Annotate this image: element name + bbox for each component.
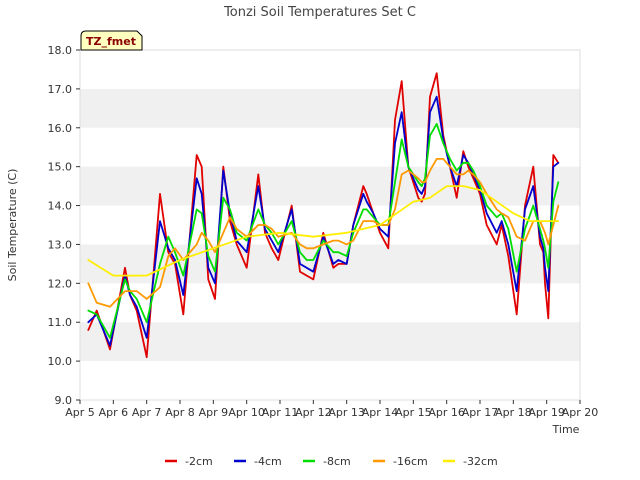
- y-axis-label: Soil Temperature (C): [6, 169, 19, 282]
- x-tick-label: Apr 13: [328, 406, 365, 419]
- legend-label: -2cm: [185, 455, 213, 468]
- x-tick-label: Apr 17: [462, 406, 499, 419]
- x-tick-label: Apr 12: [295, 406, 332, 419]
- legend-label: -16cm: [393, 455, 428, 468]
- legend: -2cm -4cm -8cm -16cm -32cm: [165, 455, 498, 468]
- x-axis-label: Time: [552, 423, 580, 436]
- station-tag: TZ_fmet: [80, 30, 143, 51]
- grid-band: [80, 166, 580, 206]
- y-tick-label: 10.0: [48, 355, 73, 368]
- station-tag-label: TZ_fmet: [86, 35, 136, 48]
- grid-band: [80, 322, 580, 362]
- y-tick-label: 13.0: [48, 238, 73, 251]
- legend-label: -8cm: [323, 455, 351, 468]
- x-tick-label: Apr 16: [428, 406, 465, 419]
- x-tick-label: Apr 10: [228, 406, 265, 419]
- y-tick-label: 14.0: [48, 200, 73, 213]
- x-tick-label: Apr 8: [165, 406, 195, 419]
- y-tick-label: 18.0: [48, 44, 73, 57]
- plot-area: [79, 49, 581, 401]
- series-line-2cmcm: [87, 72, 560, 359]
- station-tag-box: [80, 30, 143, 51]
- series-lines: [87, 72, 560, 359]
- x-tick-label: Apr 15: [395, 406, 432, 419]
- series-line-32cmcm: [87, 185, 560, 277]
- x-tick-label: Apr 6: [99, 406, 129, 419]
- y-axis: 9.0 10.0 11.0 12.0 13.0 14.0 15.0 16.0 17.0 18.0: [48, 44, 80, 407]
- y-tick-label: 9.0: [55, 394, 73, 407]
- x-tick-label: Apr 18: [495, 406, 532, 419]
- y-tick-label: 15.0: [48, 161, 73, 174]
- chart-title: Tonzi Soil Temperatures Set C: [223, 5, 416, 20]
- x-tick-label: Apr 7: [132, 406, 162, 419]
- x-tick-label: Apr 5: [65, 406, 95, 419]
- series-line-16cmcm: [87, 157, 560, 308]
- grid-band: [80, 88, 580, 128]
- y-tick-label: 12.0: [48, 277, 73, 290]
- y-tick-label: 11.0: [48, 316, 73, 329]
- y-tick-label: 16.0: [48, 122, 73, 135]
- legend-label: -4cm: [254, 455, 282, 468]
- x-tick-label: Apr 14: [362, 406, 399, 419]
- legend-label: -32cm: [463, 455, 498, 468]
- x-tick-label: Apr 20: [562, 406, 599, 419]
- x-tick-label: Apr 19: [528, 406, 565, 419]
- x-tick-label: Apr 11: [262, 406, 299, 419]
- series-line-8cmcm: [87, 123, 560, 339]
- y-tick-label: 17.0: [48, 83, 73, 96]
- x-tick-label: Apr 9: [199, 406, 229, 419]
- plot-bands: [80, 50, 580, 400]
- series-line-4cmcm: [87, 95, 560, 347]
